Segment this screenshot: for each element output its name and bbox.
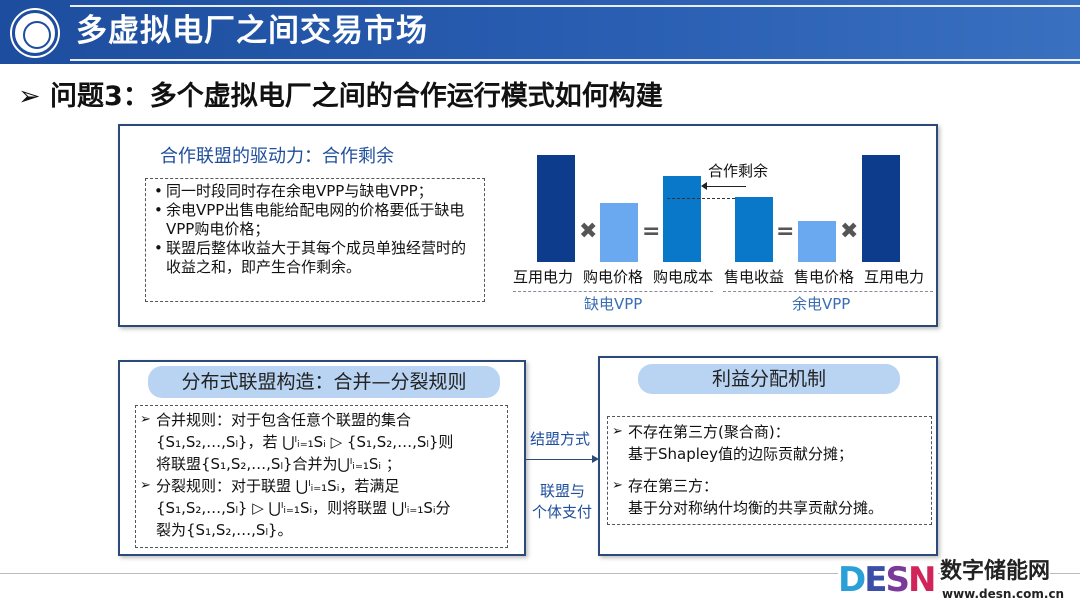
structure-rules-box: 合并规则：对于包含任意个联盟的集合 {S₁,S₂,…,Sₗ}，若 ⋃ˡᵢ₌₁Sᵢ… — [135, 405, 508, 548]
group-label-surplus: 余电VPP — [792, 295, 851, 313]
bar-mutual-power-buyer — [537, 155, 575, 262]
surplus-annotation: 合作剩余 — [708, 162, 769, 180]
bar-label: 互用电力 — [513, 268, 574, 286]
footer-line — [0, 573, 1080, 574]
arrowhead-icon — [592, 455, 599, 463]
equals-icon: = — [776, 219, 795, 244]
group-divider — [513, 291, 713, 292]
arrowhead-icon — [701, 182, 707, 190]
arrow-icon — [704, 186, 746, 187]
bar-buy-cost — [663, 176, 701, 262]
bar-label: 售电价格 — [794, 268, 855, 286]
driving-bullets-box: 同一时段同时存在余电VPP与缺电VPP； 余电VPP出售电能给配电网的价格要低于… — [145, 178, 485, 302]
header-line — [70, 5, 1080, 7]
bar-sell-price — [798, 221, 836, 262]
bullet: 同一时段同时存在余电VPP与缺电VPP； — [152, 182, 478, 201]
shapley-method: 基于Shapley值的边际贡献分摊； — [628, 445, 854, 463]
bar-sell-revenue — [735, 197, 773, 262]
header-line — [70, 59, 1080, 61]
slide-title: 多虚拟电厂之间交易市场 — [76, 13, 428, 49]
group-label-deficit: 缺电VPP — [584, 295, 643, 313]
desn-logo: DESN — [838, 562, 938, 598]
merge-rule-formula: 将联盟{S₁,S₂,…,Sₗ}合并为⋃ˡᵢ₌₁Sᵢ ； — [156, 455, 401, 473]
equals-icon: = — [642, 219, 661, 244]
bar-label: 购电价格 — [583, 268, 644, 286]
university-seal-logo — [12, 10, 58, 56]
slide-header — [0, 0, 1080, 64]
bar-buy-price — [600, 203, 638, 262]
bar-label: 售电收益 — [724, 268, 785, 286]
multiply-icon: ✖ — [579, 219, 598, 244]
merge-rule: 合并规则：对于包含任意个联盟的集合 — [140, 409, 503, 431]
split-rule: 分裂规则：对于联盟 ⋃ˡᵢ₌₁Sᵢ，若满足 — [140, 475, 503, 497]
merge-rule-formula: {S₁,S₂,…,Sₗ}，若 ⋃ˡᵢ₌₁Sᵢ ▷ {S₁,S₂,…,Sₗ}则 — [156, 433, 454, 451]
no-third-party: 不存在第三方(聚合商)： — [612, 421, 927, 443]
bar-label: 购电成本 — [653, 268, 714, 286]
group-divider — [723, 291, 933, 292]
question-heading: ➢ 问题3：多个虚拟电厂之间的合作运行模式如何构建 — [18, 81, 663, 112]
surplus-dashed-line — [667, 198, 735, 199]
distribution-heading: 利益分配机制 — [638, 364, 900, 394]
connector-arrow — [526, 459, 594, 460]
bar-label: 互用电力 — [864, 268, 925, 286]
connector-label-bottom: 联盟与 — [540, 482, 586, 500]
distribution-box: 不存在第三方(聚合商)： 基于Shapley值的边际贡献分摊； 存在第三方： 基… — [607, 416, 932, 525]
multiply-icon: ✖ — [840, 219, 859, 244]
watermark-url: www.desn.com.cn — [942, 587, 1065, 601]
bullet: 余电VPP出售电能给配电网的价格要低于缺电VPP购电价格； — [152, 201, 478, 239]
connector-label-top: 结盟方式 — [530, 430, 591, 448]
driving-heading: 合作联盟的驱动力：合作剩余 — [160, 146, 394, 167]
structure-heading: 分布式联盟构造：合并—分裂规则 — [148, 366, 500, 398]
watermark-name: 数字储能网 — [940, 559, 1051, 584]
connector-label-bottom: 个体支付 — [532, 503, 593, 521]
nash-method: 基于分对称纳什均衡的共享贡献分摊。 — [628, 499, 884, 517]
bullet: 联盟后整体收益大于其每个成员单独经营时的收益之和，即产生合作剩余。 — [152, 239, 478, 277]
split-rule-formula: {S₁,S₂,…,Sₗ} ▷ ⋃ˡᵢ₌₁Sᵢ，则将联盟 ⋃ˡᵢ₌₁Sᵢ分 — [156, 499, 451, 517]
split-rule-formula: 裂为{S₁,S₂,…,Sₗ}。 — [156, 521, 293, 539]
bar-mutual-power-seller — [862, 155, 900, 262]
third-party: 存在第三方： — [612, 475, 927, 497]
